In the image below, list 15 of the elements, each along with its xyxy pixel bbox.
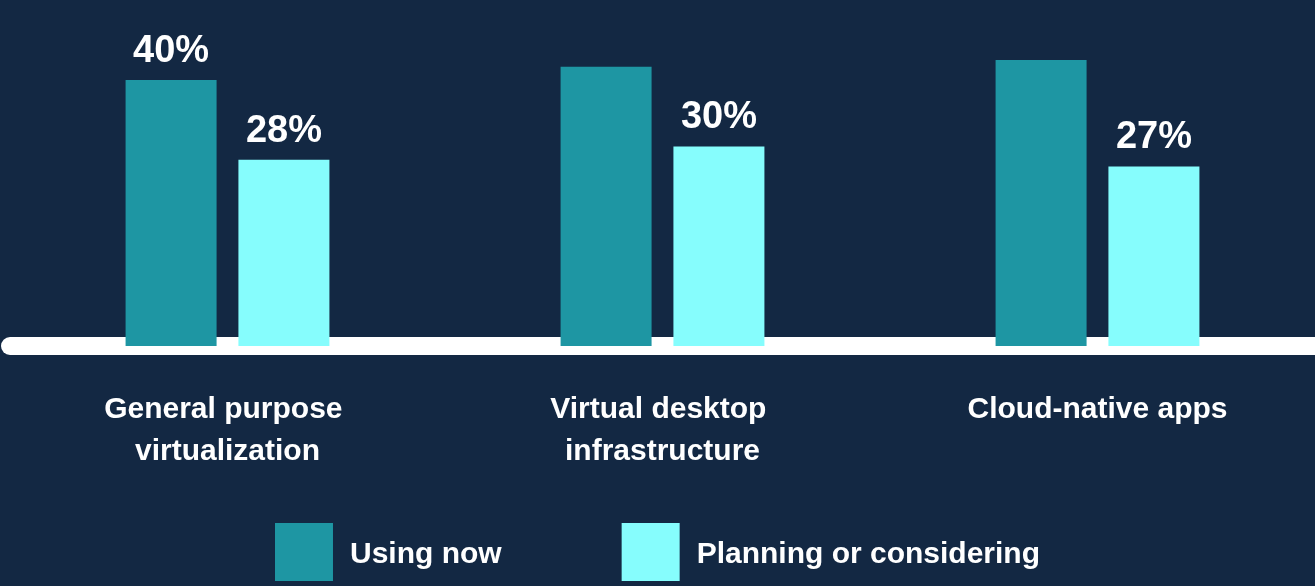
data-label: 40%	[133, 27, 210, 70]
bar	[125, 79, 217, 346]
legend-label: Planning or considering	[696, 535, 1041, 569]
legend-label: Using now	[349, 535, 503, 569]
data-label: 28%	[245, 107, 322, 150]
bar	[238, 159, 330, 346]
data-label: 27%	[1115, 114, 1192, 157]
x-tick-label: Cloud-native apps	[967, 390, 1228, 424]
x-tick-label: General purpose virtualization	[104, 390, 351, 466]
x-tick-label: Virtual desktop infrastructure	[550, 390, 775, 466]
bar	[1108, 166, 1200, 346]
bar	[995, 60, 1087, 346]
bar	[560, 66, 652, 346]
data-label: 30%	[680, 94, 757, 137]
bar	[673, 146, 765, 346]
